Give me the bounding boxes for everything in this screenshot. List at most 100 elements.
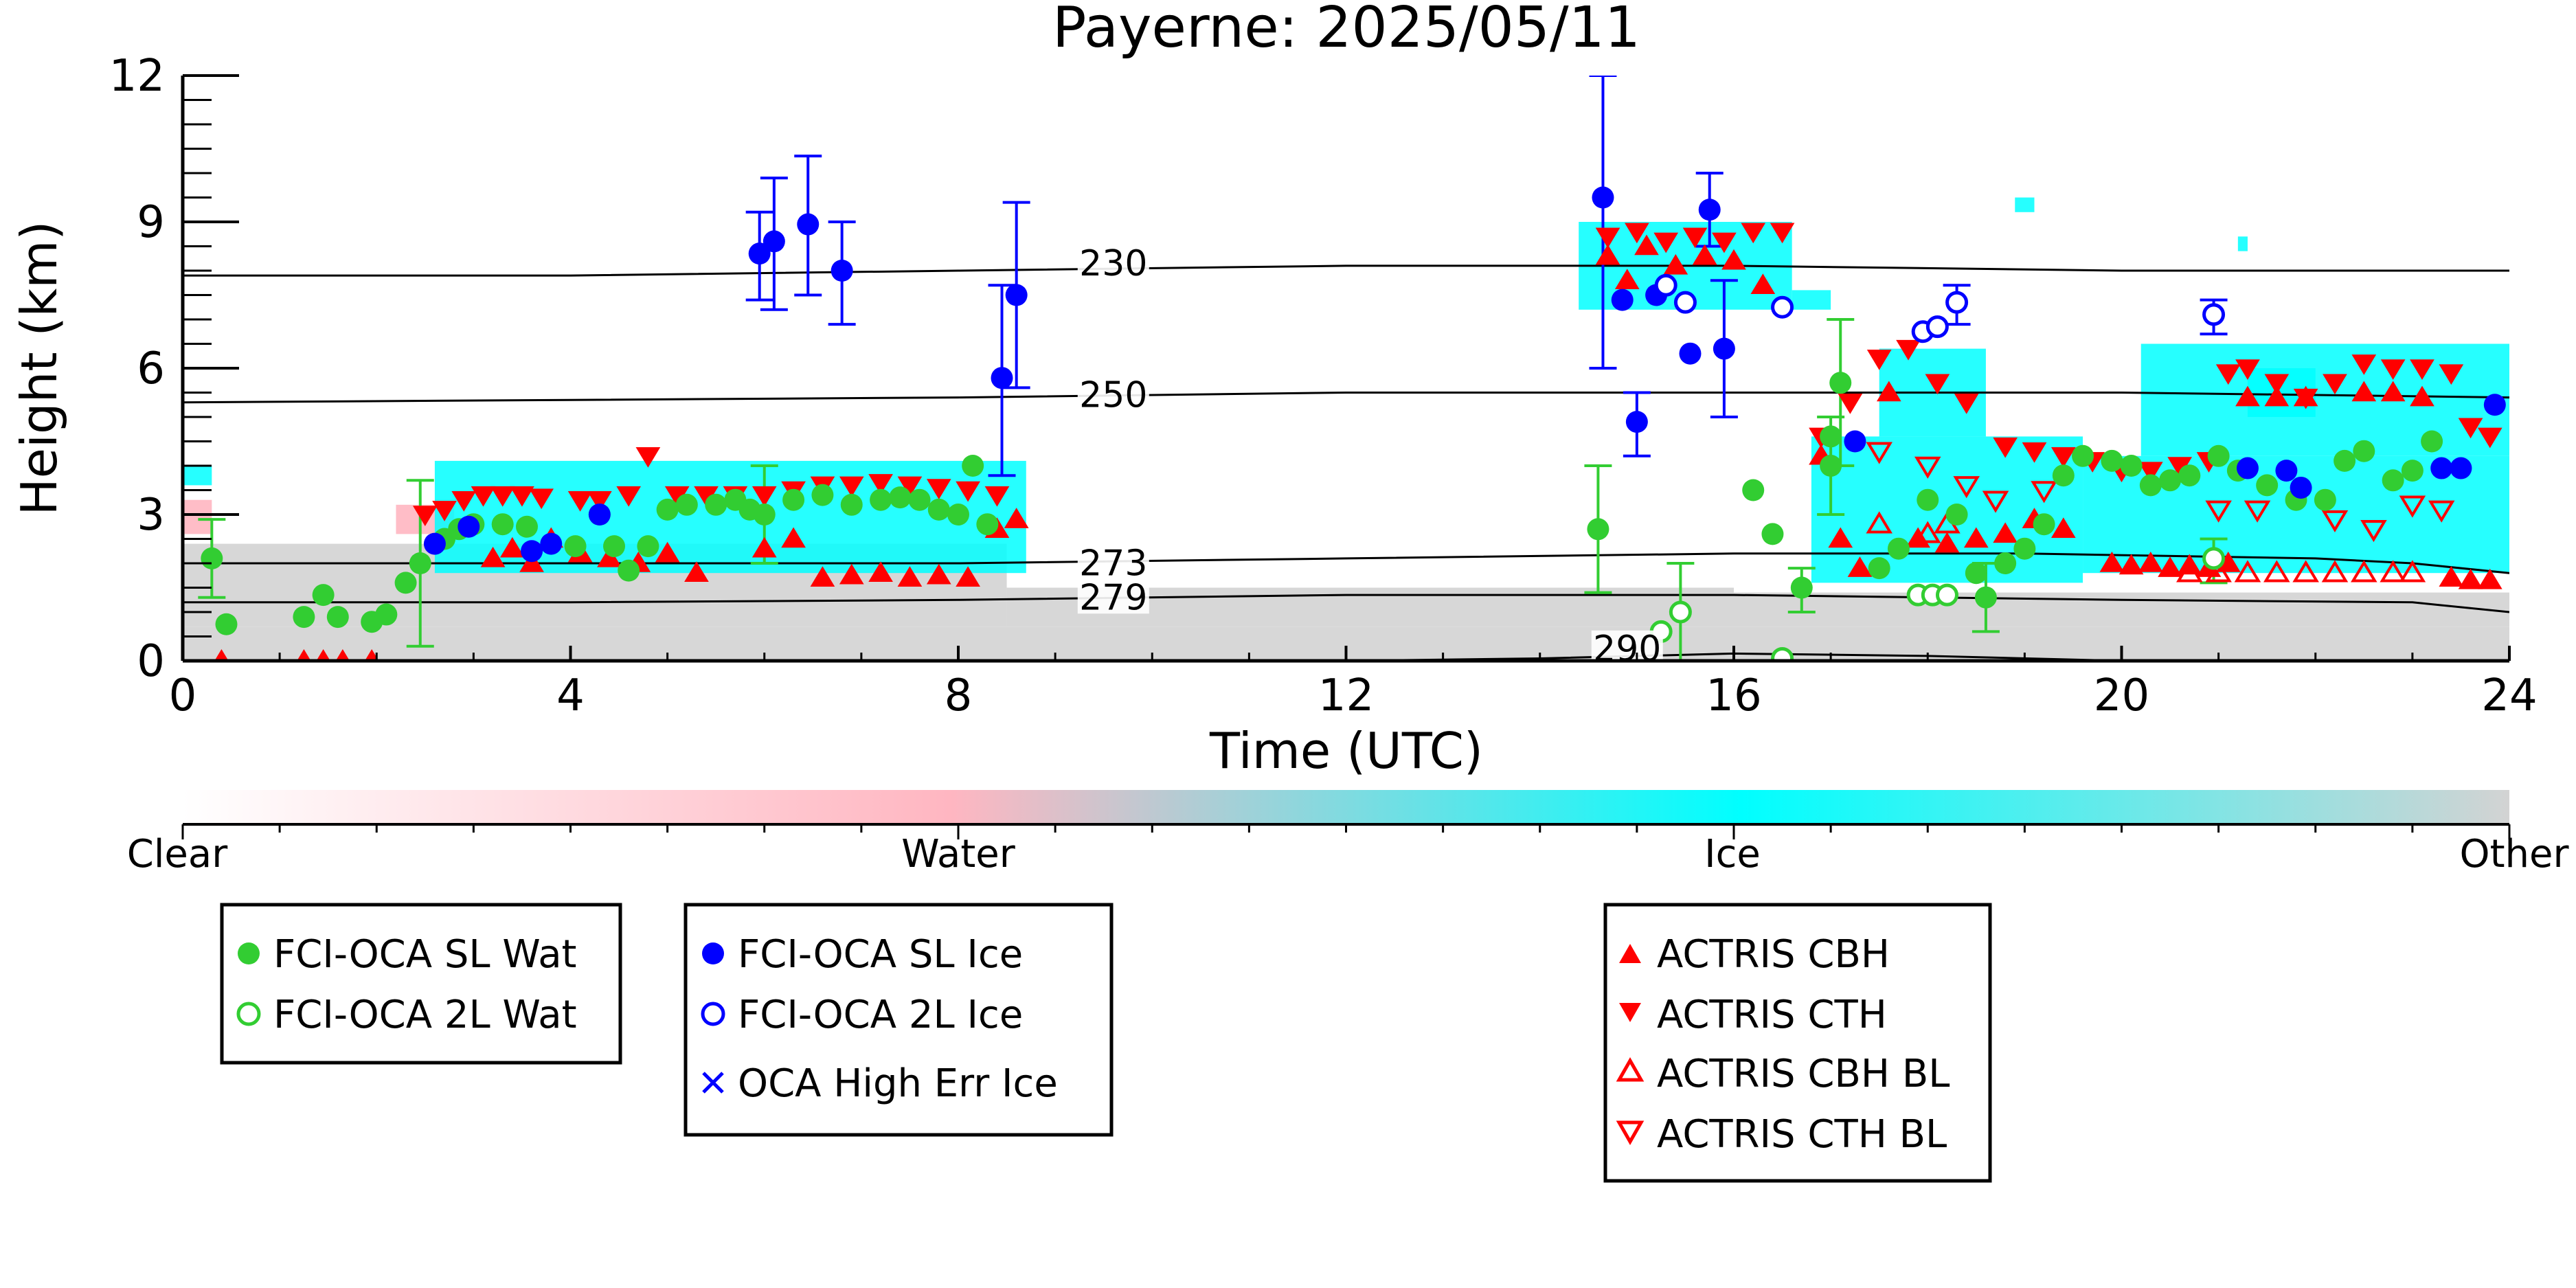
- x-tick-label: 8: [945, 670, 973, 721]
- actris-cbh-bl-marker: [2205, 560, 2232, 583]
- fci-sl-water-marker: [2334, 449, 2356, 472]
- legend-marker-triangle-down-open: [1616, 1120, 1645, 1146]
- legend-label: ACTRIS CTH BL: [1657, 1112, 1947, 1157]
- fci-sl-ice-marker: [797, 213, 820, 236]
- actris-cth-bl-marker: [2205, 500, 2232, 523]
- actris-cth-marker: [694, 486, 719, 507]
- actris-cth-marker: [2323, 374, 2347, 395]
- fci-sl-ice-marker: [588, 504, 611, 526]
- fci-2l-ice-marker: [1771, 295, 1794, 319]
- actris-cbh-marker: [2477, 568, 2502, 589]
- y-tick-label: 12: [109, 51, 165, 102]
- fci-sl-ice-marker: [1005, 284, 1028, 306]
- fci-sl-water-marker: [1587, 518, 1609, 541]
- cloud-region-water: [183, 499, 212, 534]
- actris-cth-marker: [2167, 457, 2193, 477]
- actris-cth-marker: [567, 490, 593, 512]
- fci-sl-water-marker: [705, 493, 727, 516]
- actris-cbh-marker: [2235, 385, 2260, 407]
- actris-cbh-marker: [956, 566, 980, 587]
- fci-sl-water-marker: [2072, 444, 2094, 467]
- x-tick-label: 12: [1318, 670, 1374, 721]
- actris-cth-marker: [2380, 359, 2406, 380]
- fci-sl-water-marker: [1974, 586, 1997, 609]
- actris-cth-marker: [1625, 223, 1649, 244]
- actris-cbh-marker: [1847, 556, 1873, 577]
- actris-cth-marker: [510, 486, 534, 507]
- actris-cbh-marker: [480, 546, 506, 567]
- fci-sl-water-marker: [2207, 444, 2230, 467]
- actris-cbh-bl-marker: [2292, 560, 2319, 583]
- x-tick-label: 4: [556, 670, 585, 721]
- colorbar-ticks: [181, 824, 2511, 839]
- fci-sl-ice-marker: [1844, 430, 1866, 453]
- fci-sl-water-marker: [618, 559, 640, 582]
- fci-sl-water-marker: [1994, 552, 2017, 574]
- fci-sl-water-marker: [2120, 455, 2143, 477]
- fci-sl-water-marker: [1868, 557, 1890, 580]
- fci-sl-water-marker: [2353, 440, 2375, 462]
- fci-sl-water-marker: [782, 488, 805, 511]
- actris-cth-marker: [529, 488, 554, 510]
- legend-box: [683, 903, 1114, 1137]
- legend-entry: ACTRIS CTH: [1619, 993, 1887, 1037]
- legend-label: FCI-OCA SL Wat: [273, 932, 577, 977]
- actris-cth-marker: [1925, 374, 1950, 395]
- actris-cbh-marker: [597, 546, 622, 567]
- y-tick-label: 3: [137, 490, 165, 541]
- fci-sl-water-marker: [1917, 488, 1939, 511]
- actris-cbh-marker: [2119, 554, 2144, 575]
- y-tick-label: 9: [137, 197, 165, 248]
- actris-cbh-marker: [2099, 552, 2125, 572]
- cloud-region-ice: [183, 466, 212, 486]
- actris-cth-marker: [752, 486, 777, 507]
- actris-cbh-marker: [2458, 568, 2483, 589]
- actris-cth-marker: [587, 490, 612, 512]
- cloud-region-ice: [2015, 197, 2035, 212]
- cloud-region-other: [1734, 592, 2509, 627]
- fci-sl-water-marker: [1887, 537, 1910, 560]
- actris-cth-bl-marker: [2031, 481, 2057, 504]
- fci-2l-ice-marker: [2202, 303, 2226, 326]
- fci-sl-water-marker: [927, 498, 950, 521]
- actris-cbh-marker: [1876, 381, 1901, 402]
- actris-cth-bl-marker: [1982, 490, 2009, 513]
- fci-sl-water-marker: [976, 513, 999, 536]
- actris-cbh-marker: [297, 649, 311, 661]
- legend-entry: ACTRIS CTH BL: [1616, 1112, 1947, 1157]
- actris-cth-marker: [2458, 418, 2483, 439]
- contour-label-bg: [1077, 545, 1149, 580]
- actris-cth-bl-marker: [2428, 500, 2455, 523]
- fci-sl-water-marker: [889, 486, 912, 509]
- contour-line: [183, 552, 2509, 574]
- actris-cth-marker: [1595, 227, 1620, 249]
- actris-cbh-marker: [655, 541, 680, 563]
- actris-cbh-bl-marker: [2321, 560, 2349, 583]
- fci-sl-water-marker: [1761, 523, 1784, 545]
- fci-sl-water-marker: [2159, 469, 2182, 492]
- y-axis-label: Height (km): [10, 221, 68, 516]
- actris-cth-marker: [2477, 427, 2502, 449]
- colorbar-label-ice: Ice: [1704, 832, 1761, 877]
- contour-label-bg: [1077, 579, 1149, 614]
- fci-2l-ice-marker: [1945, 291, 1969, 314]
- x-tick-label: 24: [2481, 670, 2537, 721]
- contour-label: 279: [1079, 577, 1147, 618]
- actris-cbh-bl-marker: [2234, 560, 2261, 583]
- fci-sl-ice-marker: [2236, 457, 2259, 479]
- fci-sl-ice-marker: [457, 515, 480, 538]
- y-tick-label: 6: [137, 343, 165, 394]
- fci-sl-water-marker: [637, 535, 659, 558]
- actris-cth-marker: [1954, 393, 1979, 414]
- fci-sl-ice-marker: [521, 540, 543, 563]
- legend-label: ACTRIS CBH: [1657, 932, 1890, 977]
- legend-entry: FCI-OCA 2L Ice: [701, 993, 1023, 1037]
- x-tick-label: 16: [1706, 670, 1761, 721]
- actris-cbh-marker: [2264, 385, 2290, 407]
- actris-cbh-marker: [2380, 381, 2406, 402]
- actris-cth-bl-marker: [1914, 456, 1941, 479]
- actris-cth-marker: [664, 486, 690, 507]
- actris-cth-marker: [897, 476, 923, 497]
- actris-cbh-marker: [2439, 566, 2464, 587]
- colorbar-label-water: Water: [901, 832, 1016, 877]
